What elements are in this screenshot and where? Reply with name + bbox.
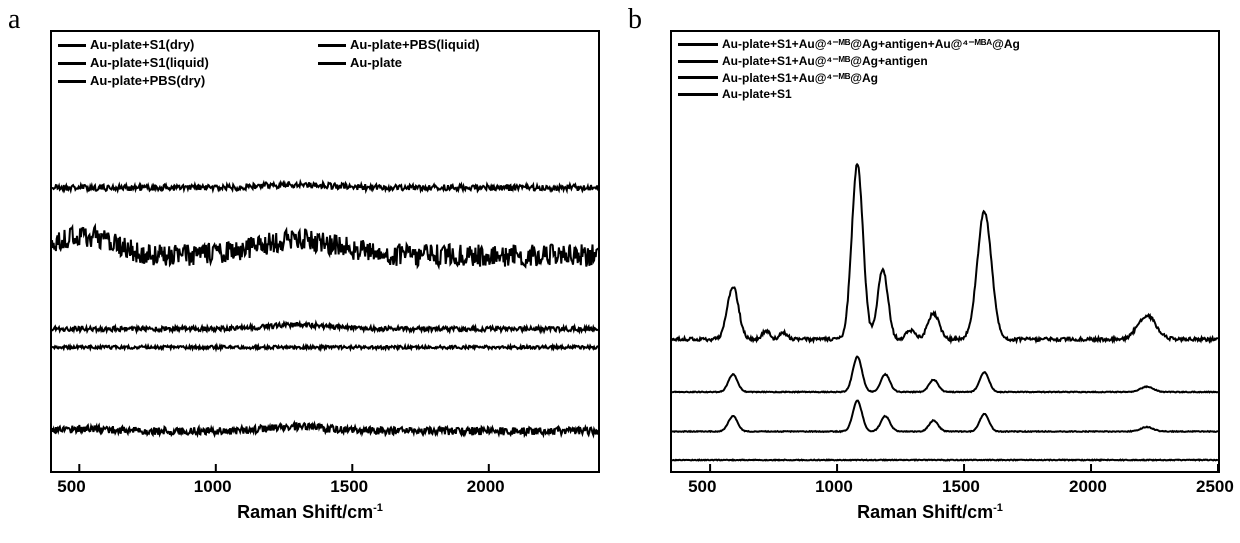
spectrum-trace [672,164,1218,341]
legend-text: Au-plate [350,54,402,72]
panel-a-legend: Au-plate+S1(dry)Au-plate+PBS(liquid)Au-p… [58,36,578,91]
spectrum-trace [52,346,598,349]
spectrum-trace [672,357,1218,393]
legend-line-icon [318,62,346,65]
legend-item: Au-plate+S1(dry) [58,36,318,54]
legend-item: Au-plate+S1+Au@⁴⁻ᴹᴮ@Ag+antigen [678,53,1020,70]
legend-text: Au-plate+S1 [722,86,792,103]
legend-item: Au-plate+S1 [678,86,1020,103]
xtick-label: 2500 [1196,477,1234,497]
legend-item: Au-plate [318,54,578,72]
legend-item: Au-plate+S1+Au@⁴⁻ᴹᴮ@Ag+antigen+Au@⁴⁻ᴹᴮᴬ@… [678,36,1020,53]
spectrum-trace [52,181,598,190]
legend-text: Au-plate+PBS(dry) [90,72,205,90]
legend-text: Au-plate+S1+Au@⁴⁻ᴹᴮ@Ag+antigen+Au@⁴⁻ᴹᴮᴬ@… [722,36,1020,53]
spectrum-trace [52,226,598,266]
xlabel-sup: -1 [373,502,383,514]
xtick-label: 1500 [942,477,980,497]
panel-a-xlabel: Raman Shift/cm-1 [237,502,383,523]
legend-text: Au-plate+PBS(liquid) [350,36,480,54]
xlabel-text: Raman Shift/cm [857,502,993,522]
xlabel-text: Raman Shift/cm [237,502,373,522]
legend-text: Au-plate+S1+Au@⁴⁻ᴹᴮ@Ag+antigen [722,53,928,70]
legend-line-icon [58,62,86,65]
spectrum-trace [672,401,1218,432]
xtick-label: 500 [688,477,716,497]
panel-b: b Au-plate+S1+Au@⁴⁻ᴹᴮ@Ag+antigen+Au@⁴⁻ᴹᴮ… [620,0,1240,543]
legend-text: Au-plate+S1(liquid) [90,54,209,72]
spectrum-trace [52,323,598,331]
legend-line-icon [678,43,718,46]
panel-a: a Au-plate+S1(dry)Au-plate+PBS(liquid)Au… [0,0,620,543]
spectrum-trace [672,460,1218,461]
xtick-label: 2000 [1069,477,1107,497]
panel-b-xlabel: Raman Shift/cm-1 [857,502,1003,523]
legend-line-icon [58,80,86,83]
legend-item: Au-plate+S1+Au@⁴⁻ᴹᴮ@Ag [678,70,1020,87]
panel-b-legend: Au-plate+S1+Au@⁴⁻ᴹᴮ@Ag+antigen+Au@⁴⁻ᴹᴮᴬ@… [678,36,1020,103]
xtick-label: 1000 [815,477,853,497]
spectrum-trace [52,423,598,435]
legend-text: Au-plate+S1(dry) [90,36,194,54]
xlabel-sup: -1 [993,502,1003,514]
legend-text: Au-plate+S1+Au@⁴⁻ᴹᴮ@Ag [722,70,878,87]
legend-line-icon [318,44,346,47]
xtick-label: 2000 [467,477,505,497]
panel-a-plotbox: Au-plate+S1(dry)Au-plate+PBS(liquid)Au-p… [50,30,600,473]
legend-item: Au-plate+PBS(dry) [58,72,318,90]
panel-a-label: a [8,4,20,36]
xtick-label: 1000 [194,477,232,497]
legend-line-icon [678,93,718,96]
panel-b-plotbox: Au-plate+S1+Au@⁴⁻ᴹᴮ@Ag+antigen+Au@⁴⁻ᴹᴮᴬ@… [670,30,1220,473]
legend-line-icon [678,76,718,79]
xtick-label: 1500 [330,477,368,497]
xtick-label: 500 [57,477,85,497]
legend-item: Au-plate+S1(liquid) [58,54,318,72]
legend-item: Au-plate+PBS(liquid) [318,36,578,54]
legend-line-icon [58,44,86,47]
panel-a-svg [52,32,598,471]
legend-line-icon [678,60,718,63]
panel-b-label: b [628,4,642,36]
